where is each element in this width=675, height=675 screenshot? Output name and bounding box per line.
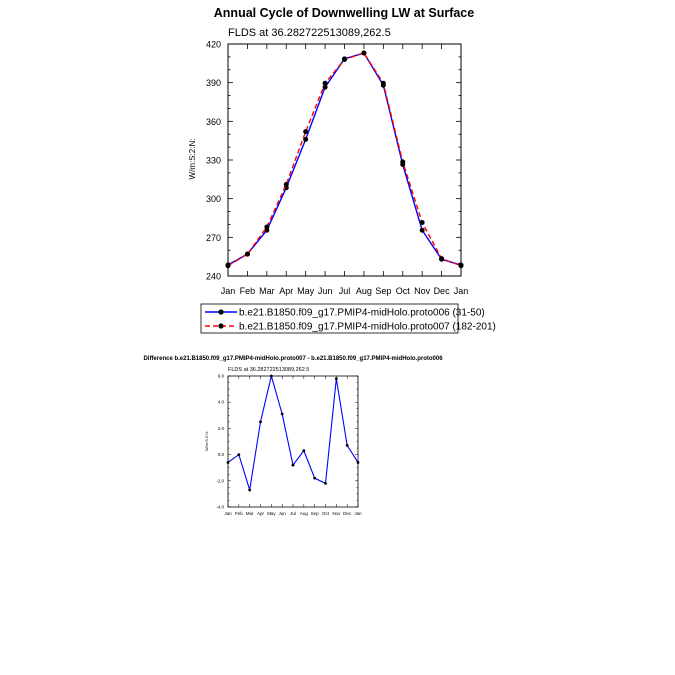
main-xtick-label: Apr — [279, 286, 293, 296]
diff-ytick-label: -2.0 — [216, 478, 224, 483]
main-chart-ticks: Jan Feb Mar Apr May Jun Jul Aug Sep Oct Nov Dec Jan2… — [206, 40, 468, 297]
diff-ytick-label: 2.0 — [218, 426, 225, 431]
main-xtick-label: Nov — [414, 286, 431, 296]
diff-xtick-label: Oct — [322, 511, 330, 516]
diff-series-0-point — [334, 377, 338, 381]
diff-xtick-label: Mar — [246, 511, 254, 516]
main-chart-subtitle: FLDS at 36.282722513089,262.5 — [228, 27, 391, 39]
main-series-1-point — [244, 251, 250, 257]
difference-chart-subtitle: FLDS at 36.282722513089,262.5 — [228, 367, 309, 373]
main-series-1-point — [264, 224, 270, 230]
legend-entry-proto006: b.e21.B1850.f09_g17.PMIP4-midHolo.proto0… — [239, 308, 485, 319]
diff-xtick-label: Apr — [257, 511, 265, 516]
diff-series-0-point — [259, 420, 262, 424]
main-xtick-label: Jan — [221, 286, 236, 296]
diff-xtick-label: Jun — [279, 511, 287, 516]
diff-xtick-label: Dec — [343, 511, 352, 516]
legend: b.e21.B1850.f09_g17.PMIP4-midHolo.proto0… — [200, 303, 496, 334]
main-ytick-label: 270 — [206, 233, 221, 243]
diff-ytick-label: 4.0 — [218, 400, 225, 405]
main-chart-series — [225, 50, 464, 269]
main-ytick-label: 330 — [206, 156, 221, 166]
main-xtick-label: Oct — [396, 286, 411, 296]
diff-series-0-point — [345, 444, 349, 447]
main-series-0-point — [419, 227, 425, 233]
difference-chart: Difference b.e21.B1850.f09_g17.PMIP4-mid… — [143, 356, 443, 516]
main-xtick-label: May — [297, 286, 315, 296]
main-ytick-label: 300 — [206, 194, 221, 204]
main-ytick-label: 360 — [206, 117, 221, 127]
diff-series-line-0 — [227, 373, 359, 491]
main-ytick-label: 390 — [206, 78, 221, 88]
main-ytick-label: 420 — [206, 40, 221, 50]
diff-ytick-label: 0.0 — [218, 452, 225, 457]
legend-entry-proto007: b.e21.B1850.f09_g17.PMIP4-midHolo.proto0… — [239, 322, 496, 333]
main-series-1-point — [439, 256, 445, 262]
main-series-1-point — [361, 50, 367, 56]
main-series-1-point — [283, 181, 289, 187]
diff-series-0-point — [237, 453, 241, 456]
diff-xtick-label: Jul — [290, 511, 296, 516]
main-chart-title: Annual Cycle of Downwelling LW at Surfac… — [214, 6, 474, 20]
main-series-1-point — [419, 220, 425, 226]
main-xtick-label: Dec — [434, 286, 451, 296]
main-xtick-label: Feb — [240, 286, 256, 296]
main-xtick-label: Jul — [339, 286, 351, 296]
main-series-1-point — [303, 129, 309, 135]
legend-marker-proto006 — [218, 309, 224, 315]
main-xtick-label: Jun — [318, 286, 333, 296]
difference-chart-ylabel: W/m:S:2:N: — [204, 431, 209, 451]
diff-series-0-point — [313, 476, 317, 480]
diff-xtick-label: Nov — [332, 511, 341, 516]
diff-series-0-point — [280, 412, 284, 416]
diff-xtick-label: May — [267, 511, 276, 516]
main-xtick-label: Mar — [259, 286, 275, 296]
main-xtick-label: Aug — [356, 286, 372, 296]
main-chart-frame — [227, 43, 462, 277]
main-series-1-point — [322, 80, 328, 86]
main-xtick-label: Sep — [375, 286, 391, 296]
difference-chart-title: Difference b.e21.B1850.f09_g17.PMIP4-mid… — [143, 356, 443, 362]
diff-series-0-point — [324, 482, 327, 485]
diff-xtick-label: Jan — [354, 511, 362, 516]
legend-box — [200, 303, 459, 334]
main-chart: Annual Cycle of Downwelling LW at Surfac… — [188, 6, 474, 296]
legend-marker-proto007 — [218, 323, 224, 329]
diff-ytick-label: 6.0 — [218, 374, 225, 379]
difference-chart-series — [226, 373, 360, 492]
main-xtick-label: Jan — [454, 286, 469, 296]
main-series-1-point — [380, 80, 386, 86]
diff-xtick-label: Jan — [224, 511, 232, 516]
diff-series-0-point — [248, 488, 252, 492]
main-series-0-point — [303, 136, 309, 142]
diff-ytick-label: -4.0 — [216, 505, 224, 510]
main-series-1-point — [342, 56, 347, 62]
diff-series-0-point — [302, 449, 306, 453]
diff-series-0-point — [291, 463, 295, 467]
main-chart-ylabel: W/m:S:2:N: — [188, 139, 197, 180]
difference-chart-frame — [227, 375, 359, 508]
diff-xtick-label: Aug — [300, 511, 309, 516]
diff-xtick-label: Feb — [235, 511, 243, 516]
main-series-line-1 — [227, 52, 462, 267]
main-series-1-point — [400, 159, 406, 165]
diff-xtick-label: Sep — [311, 511, 320, 516]
main-ytick-label: 240 — [206, 272, 221, 282]
